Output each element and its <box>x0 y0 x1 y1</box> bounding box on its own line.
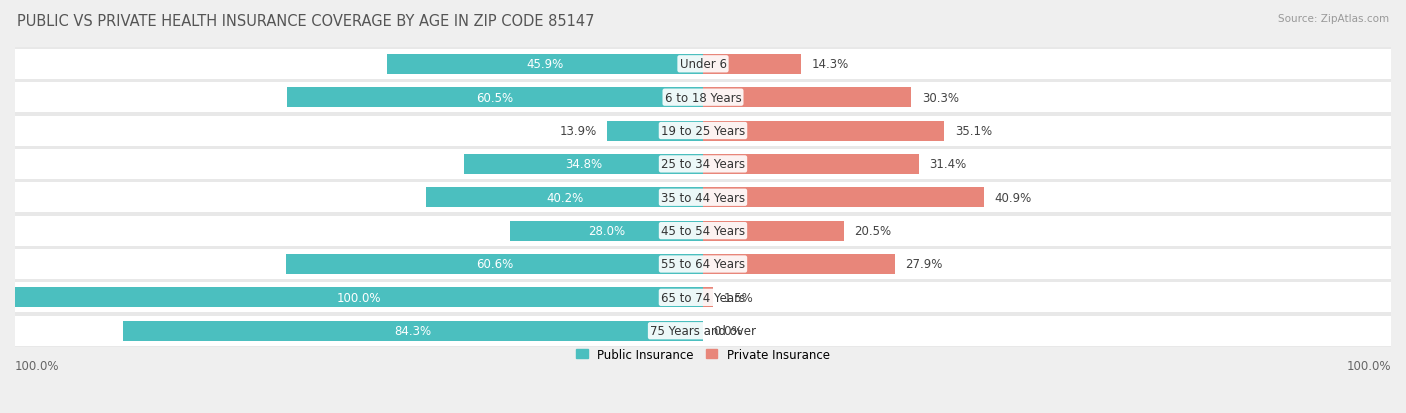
Text: Under 6: Under 6 <box>679 58 727 71</box>
Bar <box>122 321 703 341</box>
Legend: Public Insurance, Private Insurance: Public Insurance, Private Insurance <box>571 343 835 366</box>
Text: 40.9%: 40.9% <box>994 191 1032 204</box>
Bar <box>15 181 1391 214</box>
Bar <box>703 121 945 141</box>
Text: PUBLIC VS PRIVATE HEALTH INSURANCE COVERAGE BY AGE IN ZIP CODE 85147: PUBLIC VS PRIVATE HEALTH INSURANCE COVER… <box>17 14 595 29</box>
Bar <box>426 188 703 208</box>
Text: 84.3%: 84.3% <box>395 325 432 337</box>
Bar <box>703 188 984 208</box>
Text: 14.3%: 14.3% <box>811 58 849 71</box>
Bar <box>15 282 1391 313</box>
Text: 60.5%: 60.5% <box>477 91 513 104</box>
Bar <box>15 48 1391 81</box>
Text: Source: ZipAtlas.com: Source: ZipAtlas.com <box>1278 14 1389 24</box>
Text: 19 to 25 Years: 19 to 25 Years <box>661 125 745 138</box>
Text: 25 to 34 Years: 25 to 34 Years <box>661 158 745 171</box>
Bar <box>703 254 896 274</box>
Bar <box>287 88 703 108</box>
Text: 100.0%: 100.0% <box>1347 360 1391 373</box>
Text: 35.1%: 35.1% <box>955 125 993 138</box>
Bar <box>15 314 1391 348</box>
Text: 75 Years and over: 75 Years and over <box>650 325 756 337</box>
Bar <box>510 221 703 241</box>
Bar <box>15 183 1391 213</box>
Bar <box>387 55 703 75</box>
Bar <box>15 116 1391 146</box>
Bar <box>15 216 1391 246</box>
Text: 27.9%: 27.9% <box>905 258 942 271</box>
Text: 30.3%: 30.3% <box>922 91 959 104</box>
Bar <box>607 121 703 141</box>
Bar <box>703 221 844 241</box>
Text: 60.6%: 60.6% <box>475 258 513 271</box>
Text: 45.9%: 45.9% <box>526 58 564 71</box>
Text: 65 to 74 Years: 65 to 74 Years <box>661 291 745 304</box>
Bar <box>464 154 703 174</box>
Bar <box>15 81 1391 114</box>
Text: 31.4%: 31.4% <box>929 158 966 171</box>
Text: 100.0%: 100.0% <box>15 360 59 373</box>
Bar <box>15 249 1391 279</box>
Text: 34.8%: 34.8% <box>565 158 602 171</box>
Bar <box>703 88 911 108</box>
Text: 20.5%: 20.5% <box>855 225 891 237</box>
Bar <box>15 50 1391 80</box>
Bar <box>703 55 801 75</box>
Bar <box>15 148 1391 181</box>
Text: 40.2%: 40.2% <box>546 191 583 204</box>
Text: 1.5%: 1.5% <box>724 291 754 304</box>
Bar <box>15 114 1391 148</box>
Bar <box>15 214 1391 248</box>
Text: 6 to 18 Years: 6 to 18 Years <box>665 91 741 104</box>
Bar <box>15 83 1391 113</box>
Text: 0.0%: 0.0% <box>713 325 742 337</box>
Text: 13.9%: 13.9% <box>560 125 598 138</box>
Text: 35 to 44 Years: 35 to 44 Years <box>661 191 745 204</box>
Bar <box>15 150 1391 180</box>
Bar <box>15 248 1391 281</box>
Text: 28.0%: 28.0% <box>588 225 626 237</box>
Bar <box>15 316 1391 346</box>
Bar <box>703 154 920 174</box>
Text: 45 to 54 Years: 45 to 54 Years <box>661 225 745 237</box>
Text: 100.0%: 100.0% <box>337 291 381 304</box>
Bar <box>285 254 703 274</box>
Bar <box>15 281 1391 314</box>
Bar <box>703 288 713 308</box>
Bar <box>15 288 703 308</box>
Text: 55 to 64 Years: 55 to 64 Years <box>661 258 745 271</box>
